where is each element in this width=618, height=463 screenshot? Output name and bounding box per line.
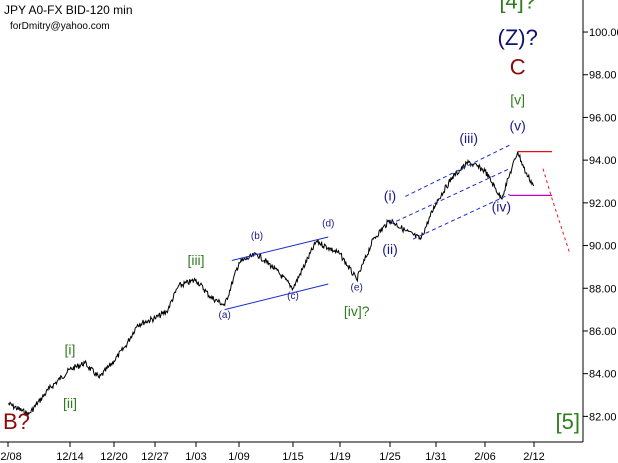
x-tick-label: 1/19 [329,451,350,463]
wave-label: (e) [351,282,363,293]
y-tick-label: 84.00 [589,369,617,381]
price-series-line [7,151,535,417]
wave-label: [v] [510,92,525,108]
y-tick-label: 90.00 [589,241,617,253]
x-tick-label: 1/31 [425,451,446,463]
channel-impulse-middle-line [389,168,510,225]
y-tick-label: 98.00 [589,70,617,82]
channel-impulse-upper-line [405,144,510,197]
y-tick-label: 100.00 [589,27,618,39]
x-tick-label: 1/09 [228,451,249,463]
wave-label: C [510,55,526,80]
wave-label: [5] [556,409,580,434]
x-tick-label: 1/15 [282,451,303,463]
x-tick-label: 12/20 [100,451,128,463]
x-tick-label: 12/08 [0,451,22,463]
x-tick-label: 12/27 [141,451,169,463]
wave-label: [4]? [499,0,536,14]
author-label: forDmitry@yahoo.com [10,21,110,32]
wave-label: (b) [251,231,263,242]
channel-abcde-upper-line [231,236,329,261]
wave-label: [ii] [63,395,77,411]
x-tick-label: 2/06 [474,451,495,463]
wave-label: [iii] [187,252,204,268]
wave-label: (iv) [492,198,511,214]
wave-label: (ii) [382,241,398,257]
annotations: B? [i] [ii] [iii] (a) (b) (c) (d) (e) [iv]? (i) (ii… [3,0,580,434]
y-tick-label: 88.00 [589,283,617,295]
wave-label: B? [3,409,30,434]
wave-label: [i] [65,341,76,357]
y-tick-label: 82.00 [589,411,617,423]
wave-label: (c) [287,291,299,302]
projection-path [542,168,571,255]
x-tick-label: 1/25 [379,451,400,463]
wave-label: (a) [219,310,231,321]
wave-label: (d) [322,218,334,229]
y-tick-label: 86.00 [589,326,617,338]
wave-label: [iv]? [344,303,370,319]
x-tick-label: 1/03 [185,451,206,463]
channel-abcde-lower-line [224,283,329,311]
channel-impulse-lower-line [412,193,510,240]
chart-title: JPY A0-FX BID-120 min [4,3,133,17]
wave-label: (v) [510,117,526,133]
wave-label: (Z)? [498,25,538,50]
y-tick-label: 96.00 [589,112,617,124]
x-tick-label: 12/14 [56,451,84,463]
y-tick-label: 94.00 [589,155,617,167]
wave-label: (iii) [459,130,478,146]
wave-label: (i) [384,188,396,204]
y-tick-label: 92.00 [589,198,617,210]
plot-area [7,144,571,417]
x-tick-label: 2/12 [523,451,544,463]
